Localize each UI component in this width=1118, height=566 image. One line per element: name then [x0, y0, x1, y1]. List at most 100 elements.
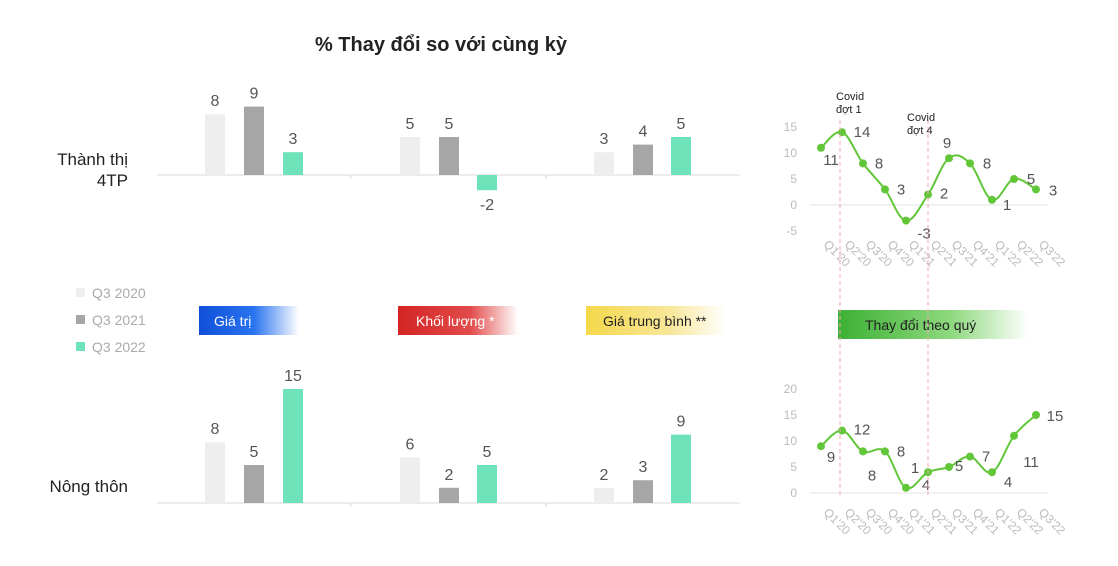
rural-bar-g1-s3 [283, 389, 303, 503]
urban-bar-g2-s3 [477, 175, 497, 191]
chart-title: % Thay đổi so với cùng kỳ [315, 34, 568, 56]
urban-qoq-point-11 [1032, 185, 1040, 194]
rural-qoq-point-label-1: 9 [827, 449, 835, 466]
urban-qoq-ytick-label: 15 [784, 120, 798, 134]
urban-qoq-point-label-4: 3 [897, 181, 905, 198]
rural-bar-label-g3-s2: 3 [639, 459, 648, 476]
urban-bar-label-g1-s3: 3 [289, 131, 298, 148]
rural-bar-label-g2-s3: 5 [483, 444, 492, 461]
banner-volume-label: Khối lượng * [416, 313, 495, 329]
urban-bar-label-g2-s2: 5 [445, 116, 454, 133]
row-label-rural: Nông thôn [50, 477, 128, 496]
banner-price: Giá trung bình ** [586, 306, 726, 335]
row-label-urban-line2: 4TP [97, 171, 128, 190]
banner-qoq-bg [838, 310, 1028, 339]
urban-qoq-ytick-label: 10 [784, 146, 798, 160]
rural-qoq-ytick-label: 15 [784, 408, 798, 422]
urban-qoq-point-label-5: -3 [917, 226, 930, 243]
rural-bar-g3-s2 [633, 480, 653, 503]
urban-bar-label-g1-s1: 8 [211, 93, 220, 110]
urban-qoq-point-label-10: 5 [1027, 171, 1035, 188]
rural-bar-label-g3-s3: 9 [677, 414, 686, 431]
banner-qoq: Thay đổi theo quý [838, 310, 1028, 339]
legend-swatch-q3-2021 [76, 315, 85, 324]
rural-qoq-ytick-label: 20 [784, 382, 798, 396]
rural-qoq-point-8 [966, 452, 974, 461]
rural-qoq-point-11 [1032, 411, 1040, 419]
urban-qoq-ytick-label: 5 [790, 172, 797, 186]
rural-bar-label-g1-s1: 8 [211, 421, 220, 438]
banner-price-label: Giá trung bình ** [603, 313, 707, 329]
banner-qoq-label: Thay đổi theo quý [865, 317, 976, 333]
urban-qoq-point-1 [817, 143, 825, 152]
covid-annotation-1-line2: đợt 1 [836, 104, 862, 116]
rural-bar-label-g2-s2: 2 [445, 467, 454, 484]
rural-bar-g2-s1 [400, 457, 420, 503]
urban-qoq-point-8 [966, 159, 974, 168]
urban-bar-g1-s1 [205, 114, 225, 175]
urban-bar-label-g2-s3: -2 [480, 197, 494, 214]
rural-bar-g3-s3 [671, 434, 691, 503]
rural-qoq-point-label-11: 15 [1047, 408, 1064, 425]
urban-qoq-point-4 [881, 185, 889, 194]
urban-qoq-ytick-label: -5 [786, 224, 797, 238]
urban-qoq-point-label-1: 11 [823, 152, 839, 169]
covid-annotation-2-line2: đợt 4 [907, 125, 933, 137]
legend-label-q3-2022: Q3 2022 [92, 339, 146, 355]
rural-qoq-point-label-8: 7 [982, 449, 990, 466]
banner-value-bg [199, 306, 299, 335]
rural-qoq-point-7 [945, 463, 953, 471]
rural-qoq-point-label-10: 11 [1023, 454, 1039, 471]
rural-qoq-point-4 [881, 447, 889, 456]
urban-qoq-point-3 [859, 159, 867, 168]
rural-bar-label-g1-s3: 15 [284, 368, 302, 385]
urban-qoq-point-label-8: 8 [983, 155, 991, 172]
legend: Q3 2020 Q3 2021 Q3 2022 [76, 285, 146, 355]
rural-qoq-point-5 [902, 483, 910, 492]
rural-qoq-ytick-label: 0 [790, 486, 797, 500]
line-charts: 151050-5111483-3298153Q1'20Q2'20Q3'20Q4'… [784, 91, 1069, 538]
rural-bar-g2-s3 [477, 465, 497, 503]
rural-qoq-point-label-7: 5 [955, 458, 963, 475]
urban-qoq-point-label-9: 1 [1003, 197, 1011, 214]
urban-qoq-point-10 [1010, 175, 1018, 183]
bar-charts: 8 9 3 5 5 -2 3 4 5 8 5 15 6 2 5 2 3 9 [157, 86, 740, 507]
urban-bar-g3-s3 [671, 137, 691, 175]
urban-bar-label-g1-s2: 9 [250, 86, 259, 103]
banner-price-bg [586, 306, 726, 335]
rural-qoq-point-10 [1010, 431, 1018, 440]
rural-qoq-point-1 [817, 442, 825, 451]
banner-volume-bg [398, 306, 518, 335]
urban-bar-g1-s3 [283, 152, 303, 175]
urban-bar-g3-s1 [594, 152, 614, 175]
rural-qoq-point-label-5: 1 [911, 460, 919, 477]
legend-label-q3-2020: Q3 2020 [92, 285, 146, 301]
rural-bar-g1-s1 [205, 442, 225, 503]
urban-bar-label-g3-s2: 4 [639, 124, 648, 141]
legend-swatch-q3-2022 [76, 342, 85, 351]
banner-value-label: Giá trị [214, 313, 251, 329]
banner-volume: Khối lượng * [398, 306, 518, 335]
rural-qoq-point-3 [859, 447, 867, 456]
rural-qoq-point-label-3: 8 [868, 467, 876, 484]
urban-qoq-point-2 [838, 128, 846, 137]
rural-qoq-ytick-label: 5 [790, 460, 797, 474]
rural-bar-g3-s1 [594, 487, 614, 503]
rural-bar-label-g3-s1: 2 [600, 467, 609, 484]
covid-annotation-1-line1: Covid [836, 91, 864, 103]
urban-bar-g2-s1 [400, 137, 420, 175]
urban-qoq-point-9 [988, 195, 996, 204]
urban-qoq-point-6 [924, 190, 932, 199]
legend-swatch-q3-2020 [76, 288, 85, 297]
rural-qoq-point-label-2: 12 [854, 422, 871, 439]
rural-bar-label-g2-s1: 6 [406, 436, 415, 453]
urban-qoq-point-label-7: 9 [943, 135, 951, 152]
row-label-urban-line1: Thành thị [57, 150, 128, 169]
rural-bar-g2-s2 [439, 487, 459, 503]
urban-qoq-point-label-3: 8 [875, 155, 883, 172]
rural-qoq-ytick-label: 10 [784, 434, 798, 448]
urban-qoq-point-5 [902, 216, 910, 225]
urban-bar-g3-s2 [633, 144, 653, 175]
covid-annotation-2-line1: Covid [907, 112, 935, 124]
